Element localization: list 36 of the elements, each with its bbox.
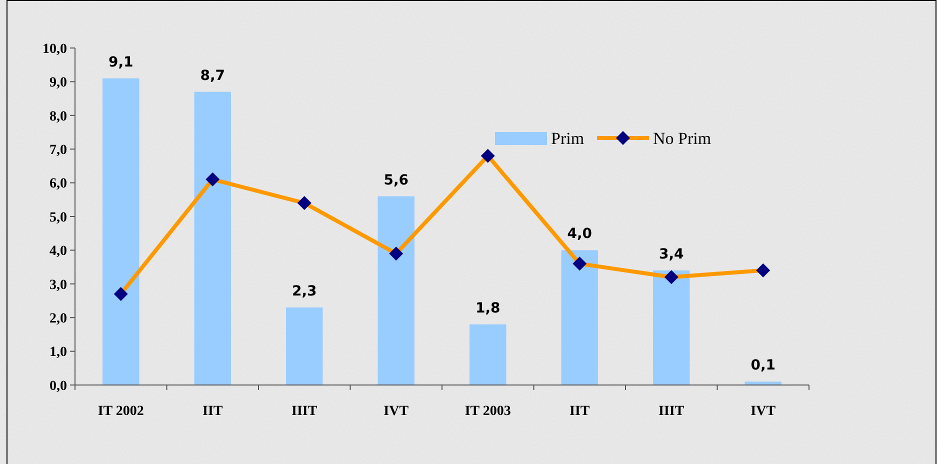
bar (194, 92, 231, 385)
data-label: 5,6 (384, 172, 409, 188)
x-tick-label: IT 2003 (464, 404, 511, 419)
y-tick-label: 5,0 (50, 210, 67, 226)
x-tick-label: IIT (202, 404, 224, 419)
y-tick-label: 4,0 (50, 244, 67, 260)
y-tick-label: 9,0 (50, 76, 67, 91)
data-label: 1,8 (475, 300, 500, 316)
bar (470, 324, 506, 385)
legend-label: Prim (551, 128, 584, 148)
y-tick-label: 8,0 (50, 109, 67, 124)
y-tick-label: 0,0 (50, 378, 67, 394)
x-tick-label: IIIT (658, 404, 685, 419)
x-tick-label: IIIT (292, 404, 318, 419)
legend-label: No Prim (653, 128, 712, 148)
y-tick-label: 3,0 (50, 278, 67, 293)
data-label: 3,4 (658, 246, 684, 262)
x-tick-label: IVT (384, 404, 410, 419)
bar (653, 270, 690, 385)
data-label: 0,1 (750, 358, 776, 374)
y-tick-label: 10,0 (42, 42, 67, 57)
x-tick-label: IIT (570, 404, 590, 419)
y-tick-label: 2,0 (50, 312, 67, 326)
bar (561, 250, 598, 385)
data-label: 2,3 (292, 283, 317, 300)
y-tick-label: 6,0 (50, 176, 67, 192)
y-tick-label: 1,0 (50, 345, 67, 360)
bar (102, 78, 140, 385)
bar (286, 307, 323, 385)
y-tick-label: 7,0 (50, 143, 67, 158)
x-tick-label: IVT (750, 404, 776, 419)
data-label: 4,0 (567, 226, 592, 242)
data-label: 8,7 (200, 68, 226, 84)
bar (378, 196, 414, 385)
x-tick-label: IT 2002 (98, 404, 144, 419)
data-label: 9,1 (108, 54, 134, 70)
